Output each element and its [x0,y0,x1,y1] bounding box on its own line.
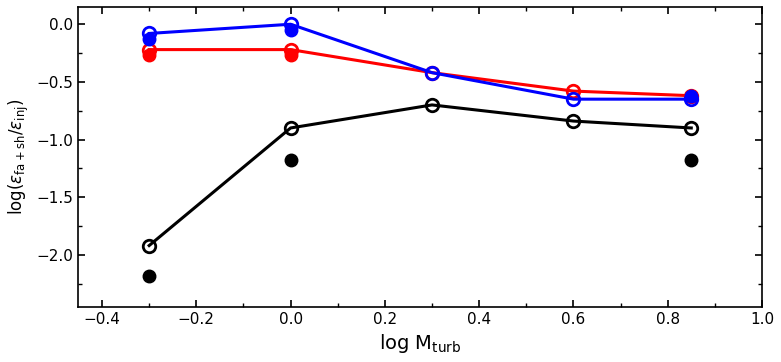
X-axis label: log M$_\mathrm{turb}$: log M$_\mathrm{turb}$ [379,332,462,355]
Y-axis label: log($\varepsilon_{\mathrm{fa+sh}}$/$\varepsilon_{\mathrm{inj}}$): log($\varepsilon_{\mathrm{fa+sh}}$/$\var… [7,99,31,215]
